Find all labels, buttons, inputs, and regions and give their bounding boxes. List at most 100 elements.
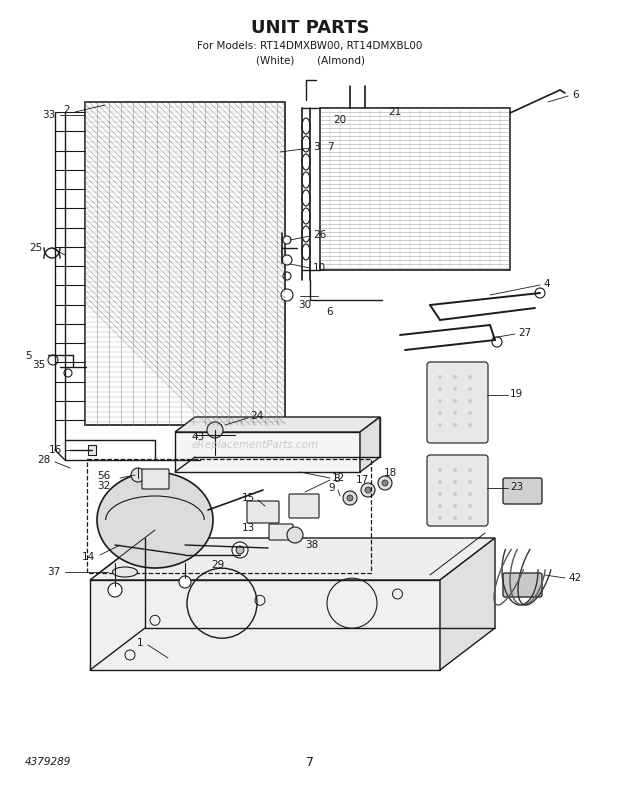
FancyBboxPatch shape xyxy=(289,494,319,518)
Circle shape xyxy=(382,480,388,486)
Text: 35: 35 xyxy=(32,360,45,370)
Circle shape xyxy=(453,504,457,508)
FancyBboxPatch shape xyxy=(142,469,169,489)
Circle shape xyxy=(453,492,457,496)
FancyBboxPatch shape xyxy=(503,573,542,597)
Circle shape xyxy=(438,375,442,379)
Circle shape xyxy=(48,355,58,365)
Polygon shape xyxy=(90,580,440,670)
Circle shape xyxy=(468,387,472,391)
Text: 24: 24 xyxy=(250,411,264,421)
Circle shape xyxy=(468,375,472,379)
Circle shape xyxy=(468,492,472,496)
Polygon shape xyxy=(90,538,495,580)
Polygon shape xyxy=(360,417,380,472)
Text: 10: 10 xyxy=(313,263,326,273)
Text: 33: 33 xyxy=(42,110,55,120)
Circle shape xyxy=(453,375,457,379)
Circle shape xyxy=(468,468,472,472)
Circle shape xyxy=(207,422,223,438)
Circle shape xyxy=(232,542,248,558)
Circle shape xyxy=(438,411,442,415)
Text: 19: 19 xyxy=(510,389,523,399)
Circle shape xyxy=(343,491,357,505)
Circle shape xyxy=(468,504,472,508)
Text: 18: 18 xyxy=(383,468,397,478)
Circle shape xyxy=(438,423,442,427)
Circle shape xyxy=(236,546,244,554)
Text: eReplacementParts.com: eReplacementParts.com xyxy=(192,440,319,450)
Text: 6: 6 xyxy=(327,307,334,317)
Circle shape xyxy=(282,255,292,265)
Text: 43: 43 xyxy=(192,432,205,442)
Text: 2: 2 xyxy=(63,105,70,115)
FancyBboxPatch shape xyxy=(247,501,279,523)
Text: 37: 37 xyxy=(46,567,60,577)
Circle shape xyxy=(468,516,472,520)
Text: 16: 16 xyxy=(49,445,62,455)
Text: 42: 42 xyxy=(568,573,582,583)
Circle shape xyxy=(453,480,457,484)
Text: 28: 28 xyxy=(37,455,50,465)
Circle shape xyxy=(438,399,442,403)
Circle shape xyxy=(468,399,472,403)
Circle shape xyxy=(283,236,291,244)
Circle shape xyxy=(438,492,442,496)
FancyBboxPatch shape xyxy=(503,478,542,504)
Circle shape xyxy=(438,480,442,484)
Polygon shape xyxy=(175,417,380,432)
Circle shape xyxy=(287,527,303,543)
Circle shape xyxy=(453,399,457,403)
Circle shape xyxy=(154,471,166,483)
Circle shape xyxy=(281,289,293,301)
Polygon shape xyxy=(175,432,360,472)
Circle shape xyxy=(108,583,122,597)
Circle shape xyxy=(453,516,457,520)
Text: 1: 1 xyxy=(136,638,143,648)
Text: 26: 26 xyxy=(313,230,326,240)
Ellipse shape xyxy=(112,567,138,577)
Text: 32: 32 xyxy=(97,481,110,491)
Text: 7: 7 xyxy=(306,755,314,769)
Circle shape xyxy=(365,487,371,493)
Text: UNIT PARTS: UNIT PARTS xyxy=(250,19,370,37)
Circle shape xyxy=(378,476,392,490)
Text: 38: 38 xyxy=(305,540,318,550)
Text: 9: 9 xyxy=(329,483,335,493)
Polygon shape xyxy=(440,538,495,670)
Circle shape xyxy=(64,369,72,377)
Text: 23: 23 xyxy=(510,482,523,492)
Text: 17: 17 xyxy=(355,475,369,485)
Text: 8: 8 xyxy=(333,474,340,484)
Polygon shape xyxy=(88,445,96,455)
Text: 15: 15 xyxy=(242,493,255,503)
Circle shape xyxy=(453,387,457,391)
Text: 56: 56 xyxy=(97,471,110,481)
Circle shape xyxy=(453,411,457,415)
Text: (White)       (Almond): (White) (Almond) xyxy=(255,55,365,65)
Circle shape xyxy=(468,480,472,484)
Circle shape xyxy=(361,483,375,497)
FancyBboxPatch shape xyxy=(427,362,488,443)
Text: 20: 20 xyxy=(334,115,347,125)
Text: 29: 29 xyxy=(212,560,225,570)
Circle shape xyxy=(468,411,472,415)
Circle shape xyxy=(453,423,457,427)
Text: 4: 4 xyxy=(543,279,549,289)
Circle shape xyxy=(179,576,191,588)
Ellipse shape xyxy=(97,472,213,568)
Text: 3: 3 xyxy=(313,142,320,152)
FancyBboxPatch shape xyxy=(269,524,293,540)
Text: 27: 27 xyxy=(518,328,531,338)
Circle shape xyxy=(438,504,442,508)
Text: For Models: RT14DMXBW00, RT14DMXBL00: For Models: RT14DMXBW00, RT14DMXBL00 xyxy=(197,41,423,51)
Text: 21: 21 xyxy=(388,107,402,117)
Circle shape xyxy=(468,423,472,427)
FancyBboxPatch shape xyxy=(427,455,488,526)
Text: 25: 25 xyxy=(29,243,42,253)
Text: 14: 14 xyxy=(82,552,95,562)
Circle shape xyxy=(438,516,442,520)
Circle shape xyxy=(347,495,353,501)
Text: 12: 12 xyxy=(332,473,345,483)
Text: 6: 6 xyxy=(572,90,578,100)
